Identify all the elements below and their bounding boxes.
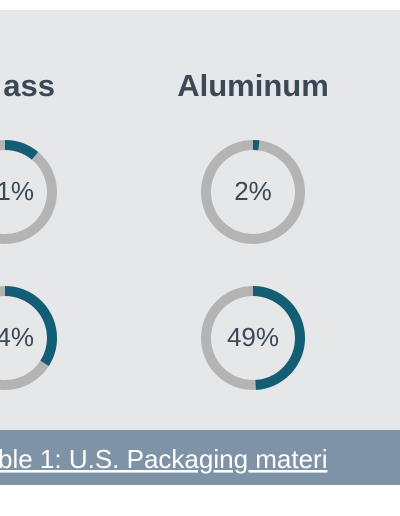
donut-arc xyxy=(0,286,57,390)
donut-arc xyxy=(201,286,305,390)
donut-arc xyxy=(0,140,57,244)
caption: ble 1: U.S. Packaging materi xyxy=(0,444,328,474)
caption-band xyxy=(0,430,400,485)
donut-label: 49% xyxy=(227,322,279,352)
column-title: Aluminum xyxy=(177,68,329,103)
column-title: ass xyxy=(3,68,55,103)
panel xyxy=(0,10,400,430)
donut-arc xyxy=(201,140,305,244)
donut-label: 4% xyxy=(0,322,34,352)
donut-label: 1% xyxy=(0,176,34,206)
donut-label: 2% xyxy=(234,176,272,206)
